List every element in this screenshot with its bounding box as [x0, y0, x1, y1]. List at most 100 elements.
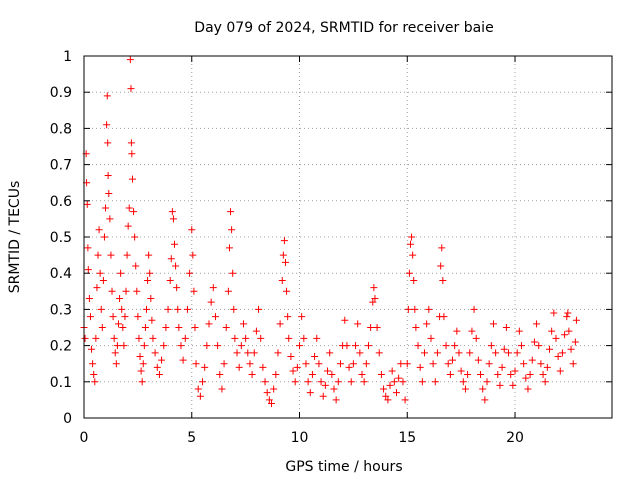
data-point [203, 342, 211, 350]
data-point [120, 342, 128, 350]
data-point [135, 334, 143, 342]
data-point [384, 396, 392, 404]
data-point [276, 320, 284, 328]
data-point [287, 352, 295, 360]
data-point [373, 324, 381, 331]
data-point [528, 356, 536, 364]
data-point [174, 305, 182, 313]
y-tick-label: 0.1 [50, 375, 72, 391]
data-point [104, 171, 112, 179]
data-point [459, 378, 467, 386]
data-point [439, 276, 447, 284]
data-point [244, 349, 252, 357]
data-point [403, 360, 411, 368]
data-point [279, 251, 287, 259]
data-point [571, 338, 579, 346]
data-point [442, 342, 450, 350]
data-point [89, 360, 97, 368]
data-point [489, 320, 497, 328]
data-point [105, 190, 113, 198]
data-point [457, 367, 465, 375]
data-point [192, 360, 200, 368]
data-point [401, 396, 409, 404]
data-point [235, 363, 243, 371]
data-point [358, 371, 366, 379]
data-point [296, 342, 304, 350]
data-point [259, 363, 267, 371]
data-point [257, 334, 265, 342]
chart-title: Day 079 of 2024, SRMTID for receiver bai… [194, 20, 493, 36]
data-point [158, 356, 166, 364]
data-point [181, 334, 189, 342]
data-point [160, 342, 168, 350]
data-point [250, 349, 258, 357]
data-point [336, 360, 344, 368]
data-point [136, 352, 144, 360]
data-point [502, 324, 510, 331]
data-point [255, 305, 263, 313]
data-point [293, 363, 301, 371]
data-point [168, 208, 176, 216]
data-point [263, 389, 271, 397]
data-point [285, 334, 293, 342]
data-point [84, 244, 92, 252]
y-tick-label: 0.7 [50, 158, 72, 174]
data-point [444, 360, 452, 368]
data-point [492, 349, 500, 357]
data-point [399, 378, 407, 386]
data-point [375, 349, 383, 357]
data-point [123, 251, 131, 259]
data-point [477, 371, 485, 379]
data-point [291, 378, 299, 386]
data-point [390, 378, 398, 386]
data-point [567, 345, 575, 353]
data-point [298, 313, 306, 321]
data-point [552, 334, 560, 342]
data-point [169, 215, 177, 223]
data-point [563, 313, 571, 321]
data-point [189, 251, 197, 259]
data-point [246, 360, 254, 368]
data-point [533, 320, 541, 328]
data-point [496, 381, 504, 389]
data-point [507, 371, 515, 379]
data-point [537, 360, 545, 368]
data-point [429, 360, 437, 368]
data-point [409, 251, 417, 259]
data-point [88, 345, 96, 353]
data-point [311, 352, 319, 360]
data-point [91, 378, 99, 386]
data-point [86, 313, 94, 321]
y-tick-label: 0.2 [50, 339, 72, 355]
data-point [526, 371, 534, 379]
data-point [97, 305, 105, 313]
data-point [405, 269, 413, 277]
data-point [404, 305, 412, 313]
data-point [118, 305, 126, 313]
data-point [122, 287, 130, 295]
data-point [283, 287, 291, 295]
x-tick-labels: 0 5 10 15 20 [80, 430, 524, 446]
data-point [205, 320, 213, 328]
data-point [218, 385, 226, 393]
data-point [550, 309, 558, 317]
data-point [483, 378, 491, 386]
data-point [464, 371, 472, 379]
data-point [224, 287, 232, 295]
data-point [147, 295, 155, 303]
data-point [308, 371, 316, 379]
data-point [164, 305, 172, 313]
data-point [155, 371, 163, 379]
data-point [418, 378, 426, 386]
data-point [564, 309, 572, 317]
data-point [453, 327, 461, 335]
data-point [451, 342, 459, 350]
data-point [228, 226, 236, 234]
data-point [100, 233, 108, 241]
y-tick-label: 1 [63, 49, 72, 65]
data-point [252, 327, 260, 335]
data-point [107, 251, 115, 259]
data-point [546, 345, 554, 353]
data-point [332, 396, 340, 404]
data-point [349, 360, 357, 368]
